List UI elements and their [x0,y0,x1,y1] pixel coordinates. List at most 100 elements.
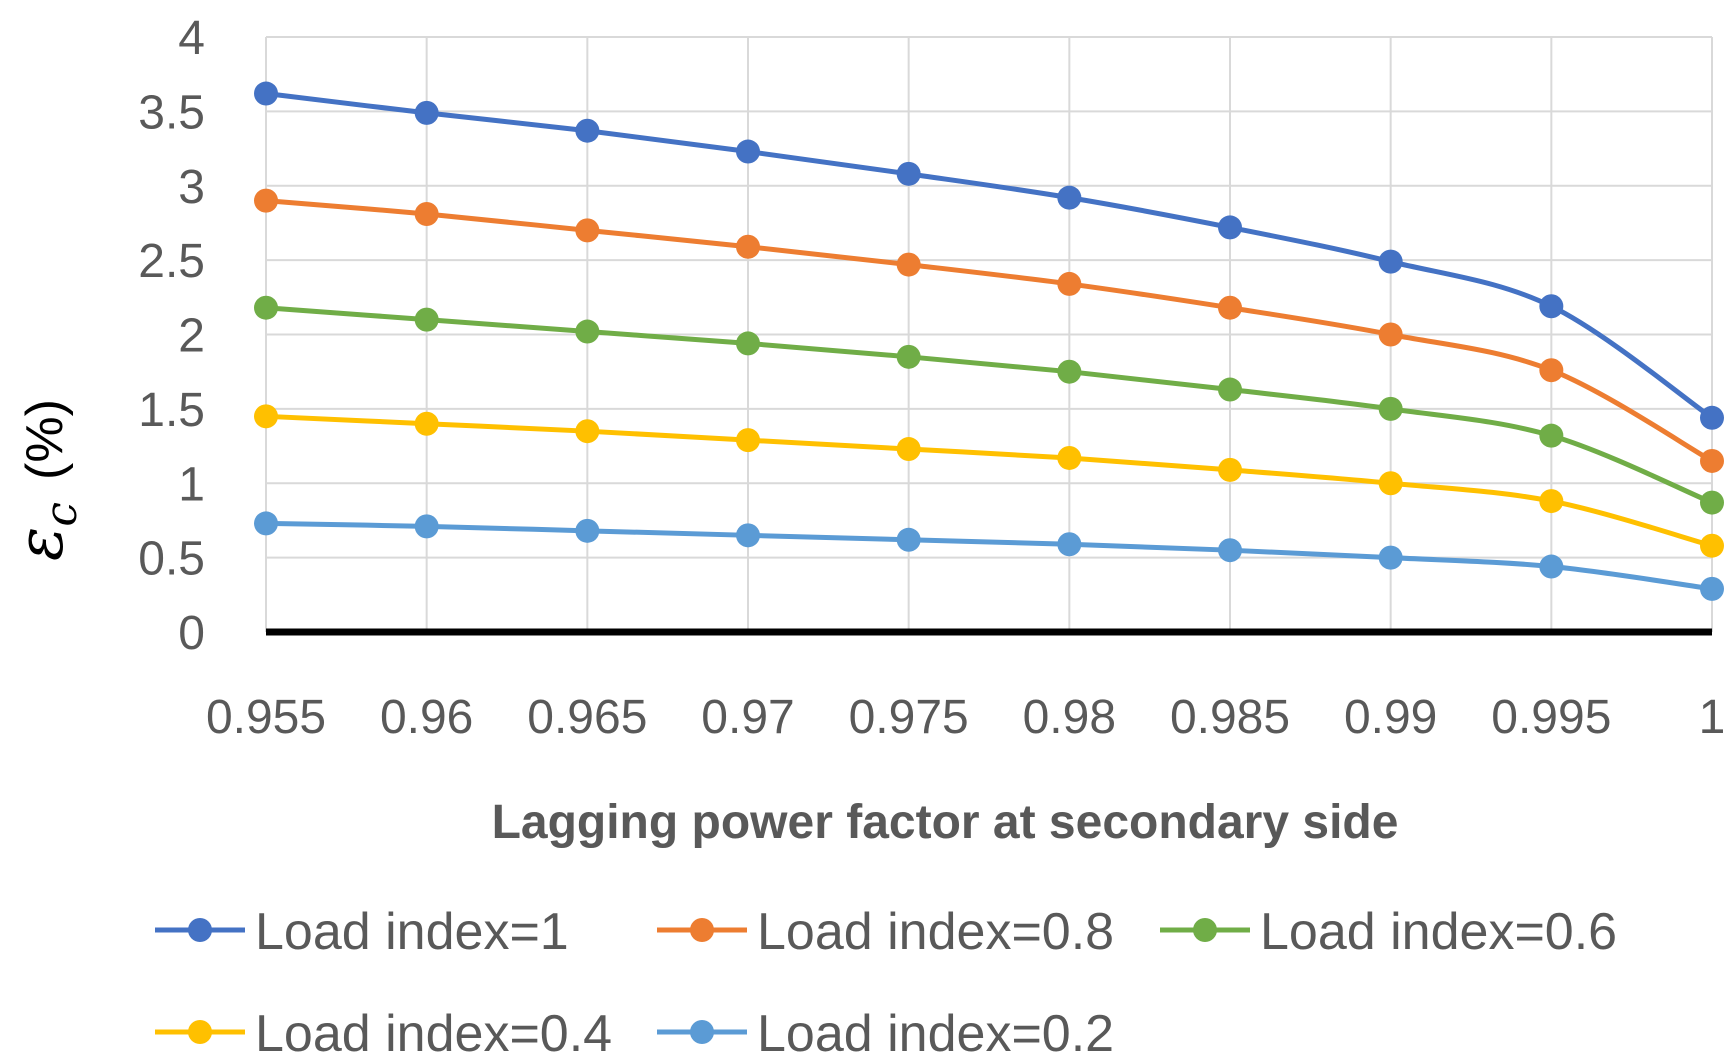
data-point [575,218,600,243]
x-tick-label: 0.98 [1023,691,1116,744]
data-point [575,118,600,143]
series-line [265,198,1714,464]
x-tick-label: 0.965 [527,691,647,744]
data-point [736,428,760,453]
data-point [736,139,760,164]
y-tick-label: 2.5 [138,235,205,288]
legend-label: Load index=0.6 [1260,903,1617,961]
y-axis-unit: (%) [16,399,74,480]
x-tick-label: 0.985 [1170,691,1290,744]
data-point [254,404,278,429]
x-tick-label: 0.96 [380,691,473,744]
data-point [1378,249,1403,274]
data-point [896,527,921,552]
x-tick-label: 0.97 [701,691,794,744]
data-point [1700,448,1724,473]
legend-marker [690,1020,714,1044]
x-axis-label: Lagging power factor at secondary side [492,796,1399,849]
data-point [736,331,760,356]
legend-item: Load index=0.2 [657,1005,1114,1056]
data-point [1539,294,1564,319]
y-axis-symbol: ε [4,527,78,561]
y-tick-label: 2 [178,310,205,363]
x-tick-label: 0.995 [1491,691,1611,744]
legend-item: Load index=0.4 [155,1005,612,1056]
data-point [575,518,600,543]
data-point [1218,295,1242,320]
legend-item: Load index=1 [155,903,569,961]
data-point [575,419,600,444]
data-point [896,252,921,277]
legend-label: Load index=0.2 [757,1005,1114,1056]
data-point [1218,457,1242,482]
legend-label: Load index=0.4 [255,1005,612,1056]
legend: Load index=1 Load index=0.8 Load index=0.6… [155,903,1617,1056]
x-tick-label: 0.955 [206,691,326,744]
legend-label: Load index=0.8 [757,903,1114,961]
y-tick-label: 0.5 [138,533,205,586]
y-tick-label: 3.5 [138,86,205,139]
data-series [254,81,1724,601]
x-tick-label: 1 [1699,691,1726,744]
data-point [1057,271,1082,296]
series-load-index-1 [254,81,1724,430]
data-point [1218,377,1242,402]
x-tick-label: 0.99 [1344,691,1437,744]
series-load-index-0-8 [254,188,1724,473]
legend-marker [690,918,714,942]
data-point [896,437,921,462]
data-point [1700,405,1724,430]
y-tick-label: 3 [178,161,205,214]
data-point [1057,359,1082,384]
data-point [1218,538,1242,563]
data-point [1700,490,1724,515]
data-point [736,523,760,548]
legend-marker [188,918,212,942]
data-point [414,411,439,436]
series-line [265,305,1713,505]
y-tick-label: 4 [178,12,205,65]
legend-label: Load index=1 [255,903,569,961]
data-point [414,100,439,125]
data-point [1378,545,1403,570]
x-tick-label: 0.975 [849,691,969,744]
data-point [1057,185,1082,210]
series-line [265,413,1713,549]
data-point [254,295,278,320]
data-point [254,511,278,536]
legend-marker [1193,918,1217,942]
series-line [265,91,1714,420]
y-tick-label: 1 [178,458,205,511]
y-axis-label: εc (%) [4,399,87,561]
y-axis-ticks: 0 0.5 1 1.5 2 2.5 3 3.5 4 [138,12,205,660]
svg-text:εc(%): εc (%) [4,399,87,561]
data-point [414,514,439,539]
legend-marker [188,1020,212,1044]
data-point [1539,489,1564,514]
data-point [575,319,600,344]
data-point [254,81,278,106]
data-point [414,202,439,227]
data-point [1539,423,1564,448]
x-axis-ticks: 0.955 0.96 0.965 0.97 0.975 0.98 0.985 0.99 0.99… [206,691,1725,744]
series-load-index-0-6 [254,295,1724,515]
data-point [1057,532,1082,557]
series-load-index-0-2 [254,511,1724,601]
data-point [896,344,921,369]
series-load-index-0-4 [254,404,1724,558]
data-point [1378,396,1403,421]
data-point [1539,554,1564,579]
data-point [414,307,439,332]
data-point [1539,358,1564,383]
data-point [1700,533,1724,558]
y-tick-label: 0 [178,607,205,660]
data-point [1057,445,1082,470]
y-tick-label: 1.5 [138,384,205,437]
series-line [265,520,1713,592]
data-point [736,234,760,259]
data-point [896,161,921,186]
data-point [254,188,278,213]
data-point [1218,215,1242,240]
legend-item: Load index=0.6 [1160,903,1617,961]
